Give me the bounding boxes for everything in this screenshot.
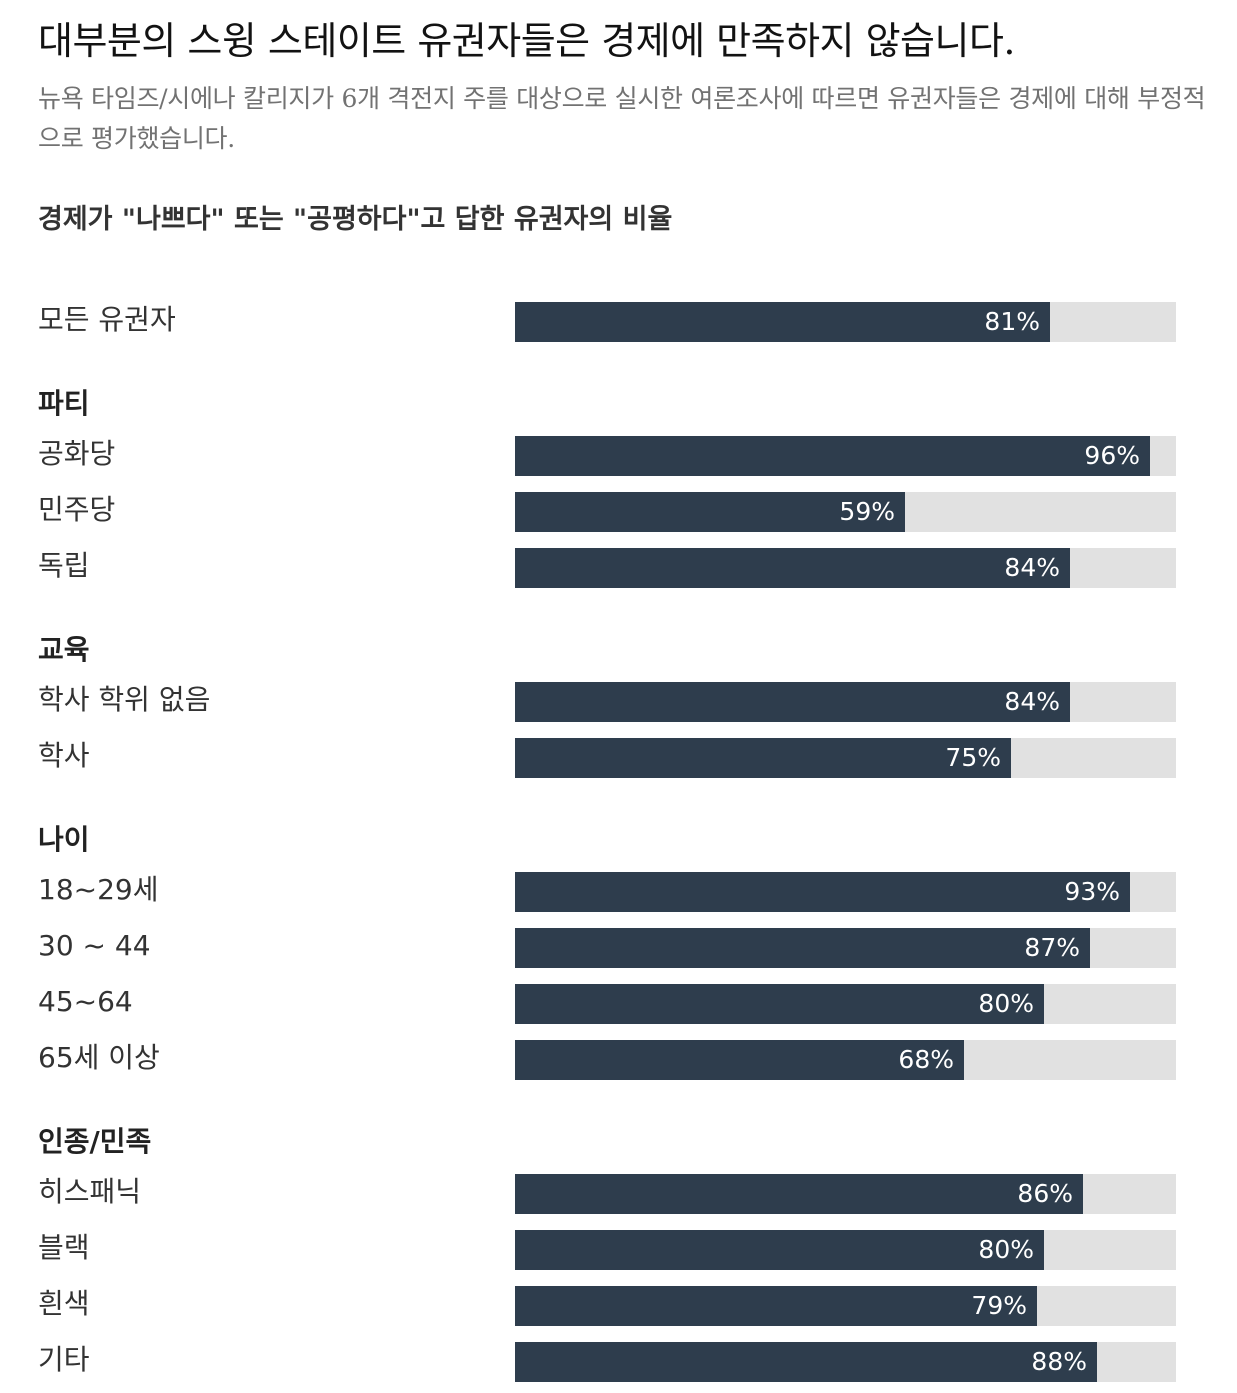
bar: 84%	[515, 682, 1070, 722]
bar: 93%	[515, 872, 1130, 912]
page-title: 대부분의 스윙 스테이트 유권자들은 경제에 만족하지 않습니다.	[38, 19, 1016, 63]
bar-track: 88%	[515, 1342, 1176, 1382]
bar-value-label: 84%	[1004, 687, 1060, 716]
bar: 88%	[515, 1342, 1097, 1382]
page-subtitle: 뉴욕 타임즈/시에나 칼리지가 6개 격전지 주를 대상으로 실시한 여론조사에…	[38, 84, 1206, 153]
row-label: 민주당	[38, 493, 116, 526]
bar-track: 79%	[515, 1286, 1176, 1326]
row-label: 65세 이상	[38, 1041, 160, 1074]
row-label: 45~64	[38, 985, 133, 1018]
row-label: 히스패닉	[38, 1175, 142, 1208]
group-label: 교육	[38, 633, 90, 666]
group-label: 파티	[38, 387, 90, 420]
row-label: 블랙	[38, 1231, 90, 1264]
bar-value-label: 68%	[898, 1045, 954, 1074]
bar-track: 93%	[515, 872, 1176, 912]
bar: 96%	[515, 436, 1150, 476]
bar: 75%	[515, 738, 1011, 778]
bar-value-label: 80%	[978, 989, 1034, 1018]
row-label: 흰색	[38, 1287, 90, 1320]
row-label: 18~29세	[38, 873, 159, 906]
bar: 68%	[515, 1040, 964, 1080]
bar: 79%	[515, 1286, 1037, 1326]
bar: 86%	[515, 1174, 1083, 1214]
bar-value-label: 79%	[971, 1291, 1027, 1320]
bar: 81%	[515, 302, 1050, 342]
bar-value-label: 80%	[978, 1235, 1034, 1264]
bar: 59%	[515, 492, 905, 532]
bar-track: 59%	[515, 492, 1176, 532]
bar-track: 80%	[515, 984, 1176, 1024]
bar-value-label: 75%	[945, 743, 1001, 772]
bar-value-label: 87%	[1024, 933, 1080, 962]
bar: 80%	[515, 1230, 1044, 1270]
bar-track: 87%	[515, 928, 1176, 968]
bar-track: 84%	[515, 548, 1176, 588]
row-label: 학사 학위 없음	[38, 683, 211, 716]
row-label: 기타	[38, 1343, 90, 1376]
bar-track: 81%	[515, 302, 1176, 342]
bar-value-label: 93%	[1064, 877, 1120, 906]
bar: 87%	[515, 928, 1090, 968]
row-label: 학사	[38, 739, 90, 772]
row-label: 30 ~ 44	[38, 929, 151, 962]
bar-track: 86%	[515, 1174, 1176, 1214]
bar-track: 75%	[515, 738, 1176, 778]
row-label: 모든 유권자	[38, 303, 176, 336]
bar-track: 84%	[515, 682, 1176, 722]
bar-track: 68%	[515, 1040, 1176, 1080]
bar-track: 96%	[515, 436, 1176, 476]
bar: 84%	[515, 548, 1070, 588]
row-label: 공화당	[38, 437, 116, 470]
chart-title: 경제가 "나쁘다" 또는 "공평하다"고 답한 유권자의 비율	[38, 204, 673, 235]
group-label: 나이	[38, 823, 90, 856]
group-label: 인종/민족	[38, 1125, 152, 1158]
row-label: 독립	[38, 549, 90, 582]
bar-value-label: 81%	[984, 307, 1040, 336]
bar-value-label: 84%	[1004, 553, 1060, 582]
bar-value-label: 86%	[1017, 1179, 1073, 1208]
bar: 80%	[515, 984, 1044, 1024]
bar-track: 80%	[515, 1230, 1176, 1270]
bar-value-label: 96%	[1084, 441, 1140, 470]
bar-value-label: 59%	[839, 497, 895, 526]
bar-value-label: 88%	[1031, 1347, 1087, 1376]
